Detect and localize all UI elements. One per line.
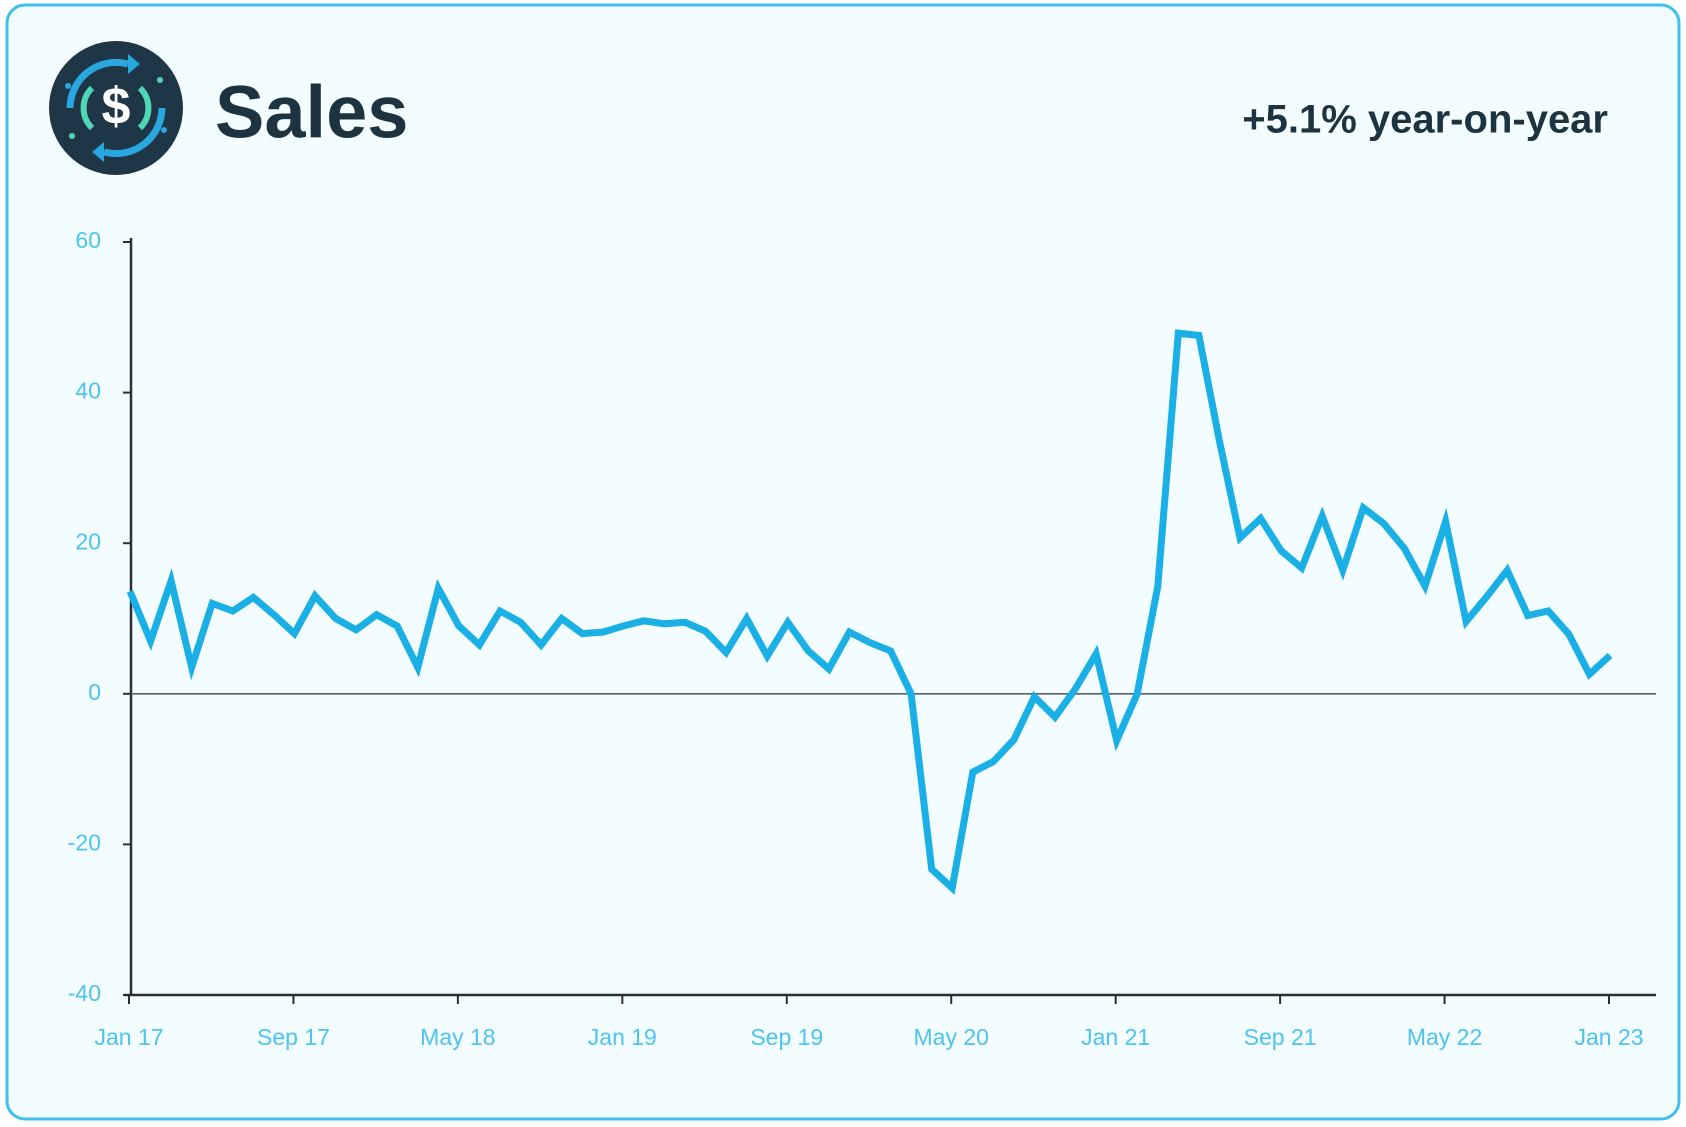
y-tick-label: 0 [88, 679, 101, 705]
sales-icon: $ [49, 41, 183, 175]
y-tick-label: 40 [75, 378, 101, 404]
y-tick-label: -40 [68, 980, 101, 1006]
x-tick-label: May 20 [914, 1024, 989, 1050]
chart-subtitle: +5.1% year-on-year [1242, 98, 1608, 142]
x-tick-label: May 18 [420, 1024, 495, 1050]
x-tick-label: Sep 21 [1244, 1024, 1317, 1050]
x-tick-label: Sep 19 [750, 1024, 823, 1050]
y-tick-label: 60 [75, 227, 101, 253]
chart-title: Sales [215, 71, 408, 154]
x-tick-label: Jan 17 [94, 1024, 163, 1050]
x-tick-label: Jan 19 [588, 1024, 657, 1050]
y-tick-label: 20 [75, 528, 101, 554]
x-tick-label: May 22 [1407, 1024, 1482, 1050]
card-frame [5, 3, 1681, 1121]
x-tick-label: Sep 17 [257, 1024, 330, 1050]
y-tick-label: -20 [68, 829, 101, 855]
sales-line [126, 329, 1613, 896]
x-tick-label: Jan 23 [1574, 1024, 1643, 1050]
x-tick-label: Jan 21 [1081, 1024, 1150, 1050]
svg-text:$: $ [102, 78, 131, 136]
